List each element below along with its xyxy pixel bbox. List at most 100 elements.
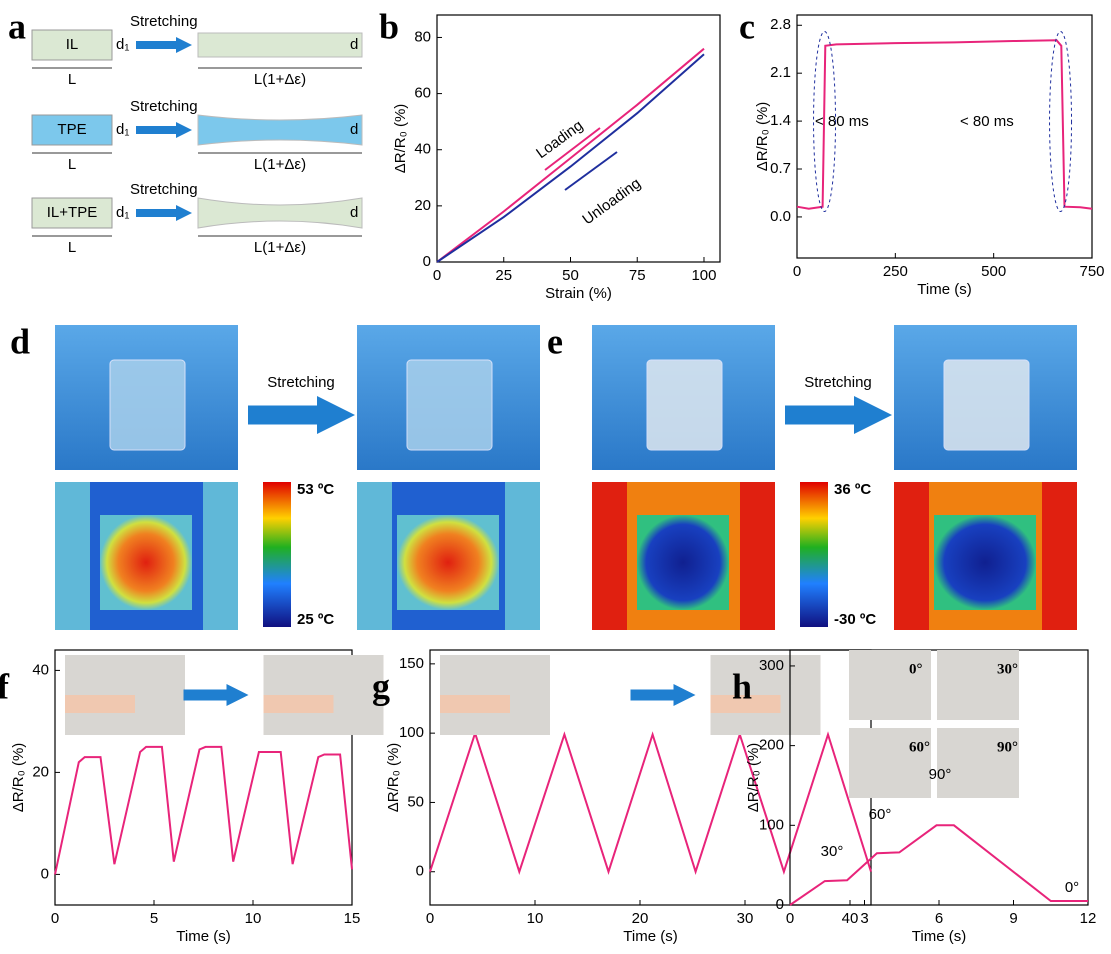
thickness-label: d	[350, 204, 358, 221]
action: Stretching	[130, 98, 198, 115]
y-tick-label: 0	[41, 865, 49, 882]
y-tick-label: 0	[776, 896, 784, 913]
arrow	[248, 396, 355, 434]
x-tick-label: 0	[51, 910, 59, 927]
arrow	[184, 684, 249, 706]
thermal-side	[505, 482, 540, 630]
stretched	[198, 33, 362, 57]
colorbar-min: -30 ºC	[834, 611, 876, 628]
inset-label: 60°	[909, 739, 930, 755]
y-tick-label: 1.4	[770, 112, 791, 129]
colorbar-min: 25 ºC	[297, 611, 334, 628]
x-tick-label: 0	[433, 267, 441, 284]
x-axis-title: Time (s)	[912, 928, 966, 945]
arrow	[136, 122, 192, 138]
y-tick-label: 20	[32, 763, 49, 780]
y-tick-label: 50	[407, 793, 424, 810]
inset-limb	[264, 695, 334, 713]
length-label: L	[68, 71, 76, 88]
x-tick-label: 75	[629, 267, 646, 284]
length-label: L(1+Δε)	[254, 156, 306, 173]
thickness-label: d₁	[116, 36, 129, 53]
x-tick-label: 500	[981, 263, 1006, 280]
y-tick-label: 150	[399, 655, 424, 672]
panel-label: a	[8, 6, 26, 46]
x-tick-label: 100	[691, 267, 716, 284]
thermal-side	[55, 482, 90, 630]
figure: aILd₁StretchingdLL(1+Δε)TPEd₁Stretchingd…	[0, 0, 1111, 949]
y-tick-label: 300	[759, 657, 784, 674]
sample-photo	[110, 360, 185, 450]
arrow	[136, 205, 192, 221]
x-tick-label: 6	[935, 910, 943, 927]
stretched	[198, 198, 362, 228]
thermal-side	[740, 482, 775, 630]
thickness-label: d	[350, 36, 358, 53]
annotation: Loading	[533, 117, 586, 162]
y-tick-label: 100	[399, 724, 424, 741]
x-tick-label: 9	[1009, 910, 1017, 927]
stretched	[198, 115, 362, 145]
x-axis-title: Strain (%)	[545, 285, 612, 302]
annotation: Unloading	[579, 175, 644, 228]
x-axis-title: Time (s)	[176, 928, 230, 945]
y-tick-label: 40	[32, 661, 49, 678]
plot-frame	[797, 15, 1092, 258]
panel-label: g	[372, 666, 390, 706]
y-tick-label: 2.8	[770, 16, 791, 33]
thermal-side	[894, 482, 929, 630]
data-line	[437, 49, 704, 262]
data-line	[55, 747, 352, 875]
x-tick-label: 3	[860, 910, 868, 927]
y-tick-label: 20	[414, 197, 431, 214]
y-axis-title: ΔR/R₀ (%)	[10, 743, 27, 813]
action: Stretching	[267, 374, 335, 391]
y-tick-label: 80	[414, 28, 431, 45]
x-tick-label: 15	[344, 910, 361, 927]
y-axis-title: ΔR/R₀ (%)	[392, 104, 409, 174]
colorbar-max: 53 ºC	[297, 481, 334, 498]
x-tick-label: 12	[1080, 910, 1097, 927]
annotation: 60°	[869, 806, 892, 823]
data-line	[430, 733, 871, 872]
thermal-side	[357, 482, 392, 630]
x-tick-label: 10	[245, 910, 262, 927]
thickness-label: d	[350, 121, 358, 138]
thermal-side	[203, 482, 238, 630]
inset-label: 0°	[909, 661, 923, 677]
arrow	[136, 37, 192, 53]
x-tick-label: 25	[495, 267, 512, 284]
action: Stretching	[804, 374, 872, 391]
annotation: 90°	[929, 766, 952, 783]
plot-frame	[437, 15, 720, 262]
x-tick-label: 0	[793, 263, 801, 280]
thermal-sample	[100, 515, 192, 610]
data-line	[790, 825, 1088, 905]
y-tick-label: 0.0	[770, 208, 791, 225]
inset-limb	[65, 695, 135, 713]
sample-photo	[647, 360, 722, 450]
panel-label: e	[547, 321, 563, 361]
thickness-label: d₁	[116, 121, 129, 138]
arrow	[631, 684, 696, 706]
y-tick-label: 200	[759, 737, 784, 754]
panel-label: h	[732, 666, 752, 706]
thermal-sample	[397, 515, 499, 610]
x-tick-label: 40	[842, 910, 859, 927]
highlight	[1050, 32, 1072, 212]
length-label: L(1+Δε)	[254, 239, 306, 256]
length-label: L	[68, 156, 76, 173]
sample-photo	[407, 360, 492, 450]
inset-limb	[440, 695, 510, 713]
x-tick-label: 30	[737, 910, 754, 927]
thickness-label: d₁	[116, 204, 129, 221]
inset-label: 30°	[997, 661, 1018, 677]
thermal-sample	[934, 515, 1036, 610]
y-tick-label: 0	[423, 253, 431, 270]
y-tick-label: 0	[416, 863, 424, 880]
annotation: 30°	[821, 843, 844, 860]
thermal-sample	[637, 515, 729, 610]
x-tick-label: 750	[1079, 263, 1104, 280]
y-tick-label: 0.7	[770, 160, 791, 177]
ann-arrow	[565, 152, 617, 190]
